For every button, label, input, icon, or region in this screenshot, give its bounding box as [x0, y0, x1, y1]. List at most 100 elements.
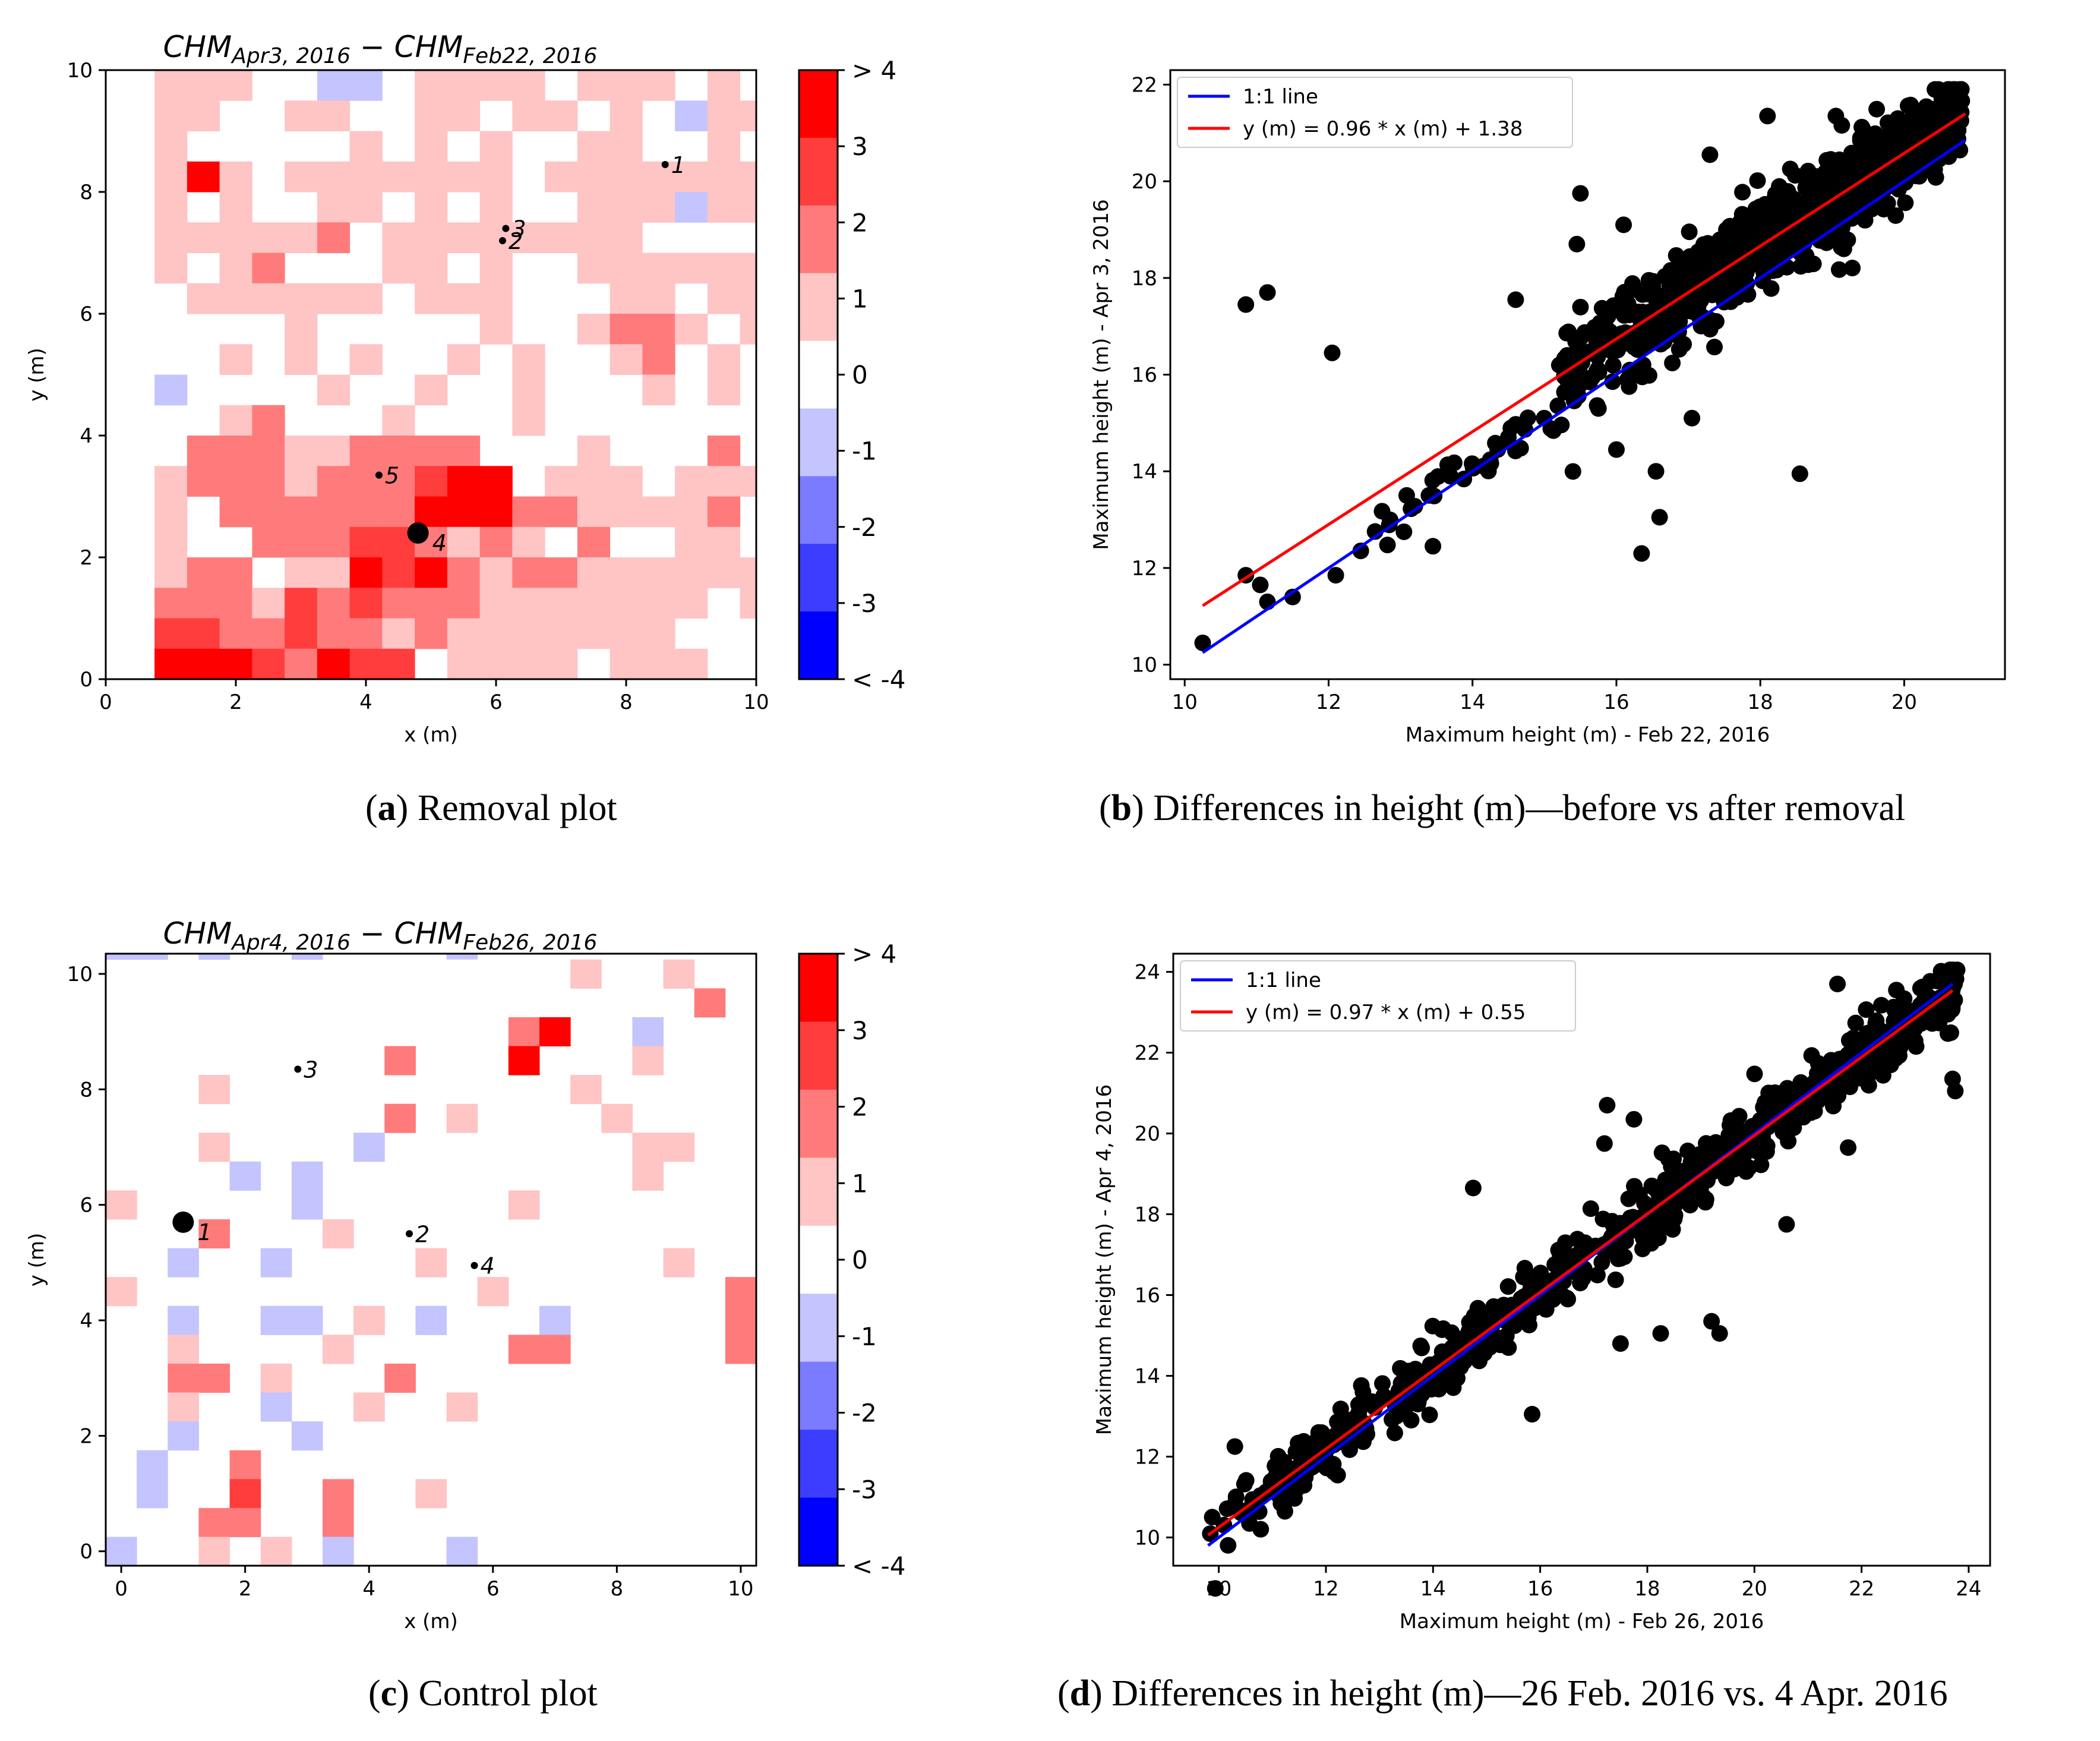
panel-a-tree-label-4: 4 — [432, 530, 447, 556]
panel-b-fit-line — [1202, 112, 1966, 607]
panel-a-cell — [675, 648, 708, 680]
panel-a-cell — [154, 253, 188, 284]
panel-a-cell — [415, 131, 448, 162]
panel-a-colorbar-bin — [799, 611, 838, 680]
panel-d-x-tick-label: 24 — [1956, 1577, 1981, 1601]
caption-b: (b) Differences in height (m)—before vs … — [1099, 788, 1906, 828]
panel-b-data-point — [1568, 235, 1586, 253]
panel-c-cell — [539, 1335, 571, 1364]
panel-b-data-point — [1918, 145, 1935, 162]
panel-c-y-ticks: 0 2 4 6 8 10 — [67, 963, 106, 1564]
panel-d-data-point — [1403, 1412, 1420, 1429]
panel-d-data-point — [1276, 1503, 1293, 1520]
panel-b-data-point — [1593, 299, 1610, 317]
panel-b-data-point — [1953, 81, 1970, 98]
panel-a-cell — [642, 557, 675, 588]
panel-a-cell — [285, 648, 318, 680]
panel-b-data-point — [1564, 463, 1581, 480]
panel-b-data-point — [1567, 333, 1584, 350]
panel-a-cell — [545, 161, 578, 193]
panel-a-cell — [707, 192, 741, 223]
panel-a-cell — [479, 131, 513, 162]
panel-a-cell — [219, 70, 252, 101]
panel-d-x-ticks: 10 12 14 16 18 20 22 24 — [1206, 1566, 1982, 1601]
panel-b-data-point — [1519, 409, 1536, 427]
panel-a-cell — [349, 344, 383, 375]
panel-d-data-point — [1421, 1406, 1438, 1424]
panel-a-cell — [479, 526, 513, 558]
panel-d-data-point — [1325, 1464, 1343, 1481]
panel-d-x-label: Maximum height (m) - Feb 26, 2016 — [1400, 1610, 1764, 1633]
panel-b-data-point — [1749, 172, 1766, 189]
panel-a-cell — [447, 222, 481, 253]
panel-b-data-point — [1805, 256, 1822, 273]
panel-d-data-point — [1589, 1266, 1606, 1283]
panel-b-data-point — [1622, 367, 1639, 384]
panel-a-cell — [349, 557, 383, 588]
panel-a-cell — [219, 588, 252, 619]
panel-a-cell — [610, 192, 643, 223]
panel-b-data-point — [1775, 234, 1792, 251]
panel-d-data-point — [1703, 1313, 1720, 1330]
panel-c-cell — [106, 1190, 137, 1220]
panel-d-data-point — [1929, 973, 1946, 990]
panel-a-cell — [577, 161, 611, 193]
caption-d: (d) Differences in height (m)—26 Feb. 20… — [1057, 1673, 1948, 1714]
panel-a-cell — [479, 283, 513, 314]
panel-a-cell — [642, 588, 675, 619]
panel-a-cell — [479, 557, 513, 588]
panel-a-cell — [154, 70, 188, 101]
panel-d-data-point — [1748, 1143, 1766, 1160]
panel-d-data-point — [1829, 975, 1846, 992]
panel-a-colorbar: > 4 3 2 1 0 -1 -2 -3 < -4 — [798, 56, 905, 694]
panel-c-cell — [632, 1161, 664, 1191]
panel-a-cell — [610, 70, 643, 101]
panel-b-data-point — [1791, 465, 1808, 482]
panel-a-cell — [187, 161, 220, 193]
panel-b-data-point — [1664, 354, 1681, 371]
panel-b-data-point — [1572, 298, 1589, 316]
panel-a-cell — [285, 283, 318, 314]
panel-a-cell — [154, 161, 188, 193]
panel-b-data-point — [1613, 336, 1630, 354]
panel-c-cell — [106, 954, 137, 960]
panel-d-data-point — [1384, 1411, 1401, 1428]
panel-d-data-point — [1942, 1024, 1959, 1042]
panel-a-cell — [479, 496, 513, 528]
panel-a-colorbar-bin — [799, 137, 838, 206]
panel-c-cell — [198, 1363, 230, 1393]
panel-c-cell — [446, 1537, 478, 1566]
panel-a-cell — [415, 283, 448, 314]
panel-a-cell — [740, 161, 757, 193]
panel-b-data-point — [1767, 185, 1784, 203]
panel-c-cell — [477, 1277, 509, 1307]
panel-a-colorbar-label: 1 — [852, 284, 868, 313]
panel-a-x-tick-label: 2 — [229, 690, 242, 714]
panel-a-tree-label-2: 2 — [509, 228, 523, 254]
panel-a-cell — [349, 70, 383, 101]
panel-b-legend-label-fit: y (m) = 0.96 * x (m) + 1.38 — [1243, 117, 1523, 141]
panel-b-x-tick-label: 16 — [1603, 690, 1629, 714]
panel-c-y-tick-label: 2 — [80, 1424, 93, 1448]
panel-c-x-tick-label: 4 — [362, 1577, 375, 1601]
panel-b-y-tick-label: 14 — [1132, 460, 1157, 484]
panel-c-tree-label-4: 4 — [481, 1253, 495, 1279]
panel-a-cell — [512, 557, 545, 588]
panel-a-cell — [740, 588, 757, 619]
panel-a-cell — [545, 222, 578, 253]
panel-c-cell — [663, 1133, 695, 1162]
panel-a-cell — [577, 618, 611, 649]
panel-a-colorbar-label: -3 — [852, 589, 877, 618]
panel-a-cell — [219, 557, 252, 588]
panel-a-cell — [317, 557, 350, 588]
panel-c-cell — [260, 1537, 292, 1566]
panel-d-x-tick-label: 16 — [1527, 1577, 1553, 1601]
panel-a-cell — [610, 344, 643, 375]
panel-a-cell — [252, 283, 285, 314]
panel-c-x-tick-label: 6 — [487, 1577, 500, 1601]
panel-b-data-point — [1922, 100, 1939, 118]
panel-a-y-tick-label: 8 — [80, 181, 93, 204]
panel-d-data-point — [1332, 1401, 1349, 1418]
panel-b-data-point — [1615, 216, 1632, 234]
panel-a-cell — [382, 222, 415, 253]
